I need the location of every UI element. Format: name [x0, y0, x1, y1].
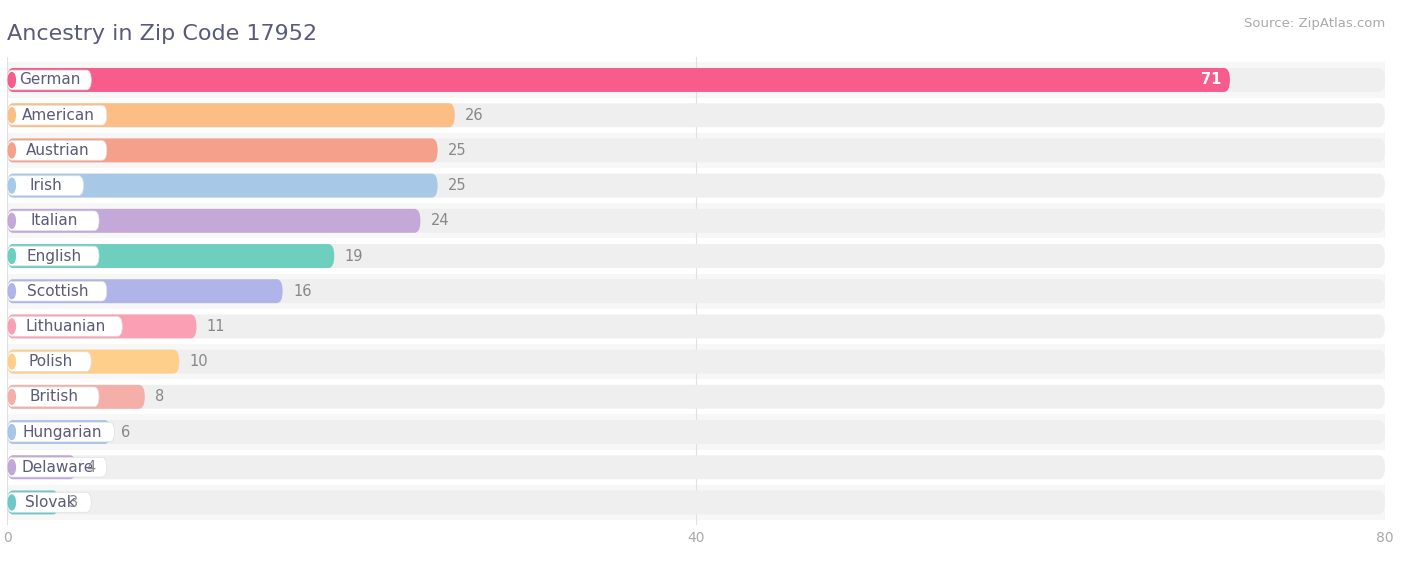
- FancyBboxPatch shape: [7, 209, 1385, 233]
- Circle shape: [8, 354, 15, 369]
- FancyBboxPatch shape: [7, 420, 1385, 444]
- Bar: [7, 168, 1385, 203]
- FancyBboxPatch shape: [7, 174, 1385, 198]
- FancyBboxPatch shape: [7, 103, 456, 127]
- FancyBboxPatch shape: [7, 315, 197, 339]
- Circle shape: [8, 73, 15, 87]
- FancyBboxPatch shape: [7, 244, 335, 268]
- FancyBboxPatch shape: [7, 103, 1385, 127]
- Circle shape: [8, 214, 15, 228]
- Bar: [7, 344, 1385, 379]
- Bar: [7, 309, 1385, 344]
- FancyBboxPatch shape: [7, 246, 98, 266]
- Circle shape: [8, 143, 15, 158]
- Text: Delaware: Delaware: [22, 460, 94, 475]
- FancyBboxPatch shape: [7, 493, 91, 512]
- Text: British: British: [30, 389, 79, 404]
- Text: 19: 19: [344, 248, 363, 263]
- Bar: [7, 485, 1385, 520]
- Circle shape: [8, 284, 15, 299]
- FancyBboxPatch shape: [7, 209, 420, 233]
- FancyBboxPatch shape: [7, 352, 91, 371]
- FancyBboxPatch shape: [7, 385, 145, 409]
- Text: Polish: Polish: [28, 354, 72, 369]
- Text: 3: 3: [69, 495, 79, 510]
- Text: 25: 25: [449, 178, 467, 193]
- FancyBboxPatch shape: [7, 385, 1385, 409]
- FancyBboxPatch shape: [7, 106, 107, 125]
- FancyBboxPatch shape: [7, 457, 107, 477]
- FancyBboxPatch shape: [7, 349, 1385, 373]
- Text: English: English: [27, 248, 82, 263]
- Text: Scottish: Scottish: [27, 284, 89, 299]
- FancyBboxPatch shape: [7, 349, 180, 373]
- Circle shape: [8, 178, 15, 193]
- Bar: [7, 62, 1385, 98]
- Text: Irish: Irish: [30, 178, 63, 193]
- Circle shape: [8, 425, 15, 440]
- FancyBboxPatch shape: [7, 68, 1385, 92]
- Bar: [7, 449, 1385, 485]
- Circle shape: [8, 319, 15, 334]
- Circle shape: [8, 389, 15, 404]
- FancyBboxPatch shape: [7, 244, 1385, 268]
- Bar: [7, 239, 1385, 274]
- Text: 10: 10: [190, 354, 208, 369]
- Text: German: German: [20, 73, 82, 87]
- Bar: [7, 379, 1385, 415]
- FancyBboxPatch shape: [7, 70, 91, 90]
- Bar: [7, 274, 1385, 309]
- FancyBboxPatch shape: [7, 140, 107, 160]
- Text: 25: 25: [449, 143, 467, 158]
- FancyBboxPatch shape: [7, 211, 98, 231]
- FancyBboxPatch shape: [7, 490, 1385, 514]
- FancyBboxPatch shape: [7, 455, 1385, 479]
- Text: Italian: Italian: [31, 214, 77, 228]
- FancyBboxPatch shape: [7, 68, 1230, 92]
- Bar: [7, 98, 1385, 133]
- Bar: [7, 203, 1385, 239]
- Text: Slovak: Slovak: [25, 495, 76, 510]
- Text: Hungarian: Hungarian: [22, 424, 101, 440]
- FancyBboxPatch shape: [7, 176, 83, 195]
- Text: American: American: [21, 108, 94, 123]
- FancyBboxPatch shape: [7, 422, 114, 442]
- Text: 71: 71: [1201, 73, 1222, 87]
- Text: 11: 11: [207, 319, 225, 334]
- Text: 4: 4: [86, 460, 96, 475]
- FancyBboxPatch shape: [7, 279, 283, 303]
- FancyBboxPatch shape: [7, 138, 437, 162]
- Text: 24: 24: [430, 214, 450, 228]
- FancyBboxPatch shape: [7, 315, 1385, 339]
- FancyBboxPatch shape: [7, 420, 111, 444]
- FancyBboxPatch shape: [7, 387, 98, 407]
- Text: Source: ZipAtlas.com: Source: ZipAtlas.com: [1244, 17, 1385, 30]
- Text: 16: 16: [292, 284, 312, 299]
- FancyBboxPatch shape: [7, 279, 1385, 303]
- FancyBboxPatch shape: [7, 138, 1385, 162]
- Circle shape: [8, 460, 15, 475]
- Bar: [7, 415, 1385, 449]
- Circle shape: [8, 248, 15, 263]
- Text: 8: 8: [155, 389, 165, 404]
- Bar: [7, 133, 1385, 168]
- FancyBboxPatch shape: [7, 316, 122, 336]
- FancyBboxPatch shape: [7, 455, 76, 479]
- Text: 6: 6: [121, 424, 129, 440]
- Circle shape: [8, 495, 15, 510]
- Text: Austrian: Austrian: [27, 143, 90, 158]
- FancyBboxPatch shape: [7, 282, 107, 301]
- Text: Lithuanian: Lithuanian: [25, 319, 105, 334]
- FancyBboxPatch shape: [7, 174, 437, 198]
- Text: Ancestry in Zip Code 17952: Ancestry in Zip Code 17952: [7, 25, 318, 45]
- Text: 26: 26: [465, 108, 484, 123]
- Circle shape: [8, 108, 15, 123]
- FancyBboxPatch shape: [7, 490, 59, 514]
